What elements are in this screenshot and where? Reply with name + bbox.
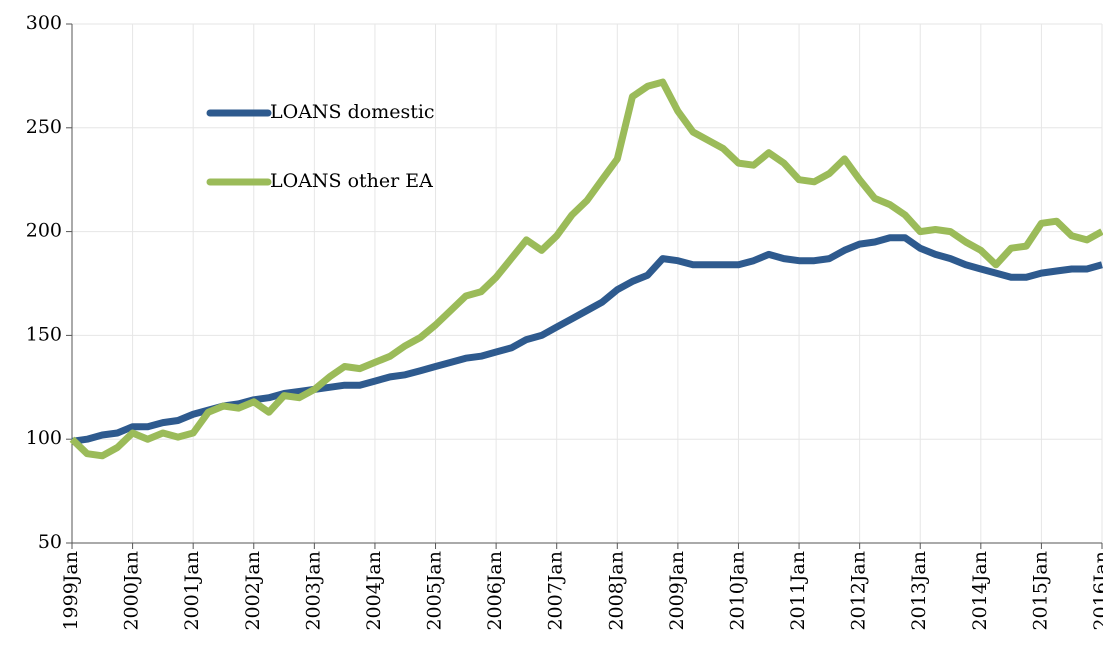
- x-tick-label: 2005Jan: [424, 551, 446, 631]
- series-line: [71, 234, 1103, 445]
- x-tick-label: 2008Jan: [605, 551, 627, 631]
- y-tick-label: 300: [26, 12, 62, 34]
- x-tick-label: 2009Jan: [666, 551, 688, 631]
- x-tick-label: 2015Jan: [1029, 551, 1051, 631]
- y-tick-label: 50: [38, 531, 62, 553]
- x-tick-label: 2013Jan: [908, 551, 930, 631]
- x-tick-label: 2001Jan: [181, 551, 203, 631]
- y-tick-label: 100: [26, 427, 62, 449]
- x-tick-label: 2002Jan: [242, 551, 264, 631]
- x-tick-label: 2016Jan: [1090, 551, 1103, 631]
- legend-label: LOANS domestic: [270, 101, 435, 123]
- x-tick-label: 2000Jan: [121, 551, 143, 631]
- x-tick-label: 2004Jan: [363, 551, 385, 631]
- legend-label: LOANS other EA: [270, 170, 433, 192]
- y-tick-label: 200: [26, 220, 62, 242]
- x-tick-label: 2012Jan: [848, 551, 870, 631]
- series-line: [69, 78, 1103, 460]
- x-tick-label: 2003Jan: [302, 551, 324, 631]
- x-tick-label: 2014Jan: [969, 551, 991, 631]
- x-tick-label: 2010Jan: [726, 551, 748, 631]
- x-tick-label: 1999Jan: [60, 551, 82, 631]
- y-tick-label: 250: [26, 116, 62, 138]
- x-tick-label: 2011Jan: [787, 551, 809, 631]
- x-tick-label: 2007Jan: [545, 551, 567, 631]
- y-tick-label: 150: [26, 323, 62, 345]
- x-tick-label: 2006Jan: [484, 551, 506, 631]
